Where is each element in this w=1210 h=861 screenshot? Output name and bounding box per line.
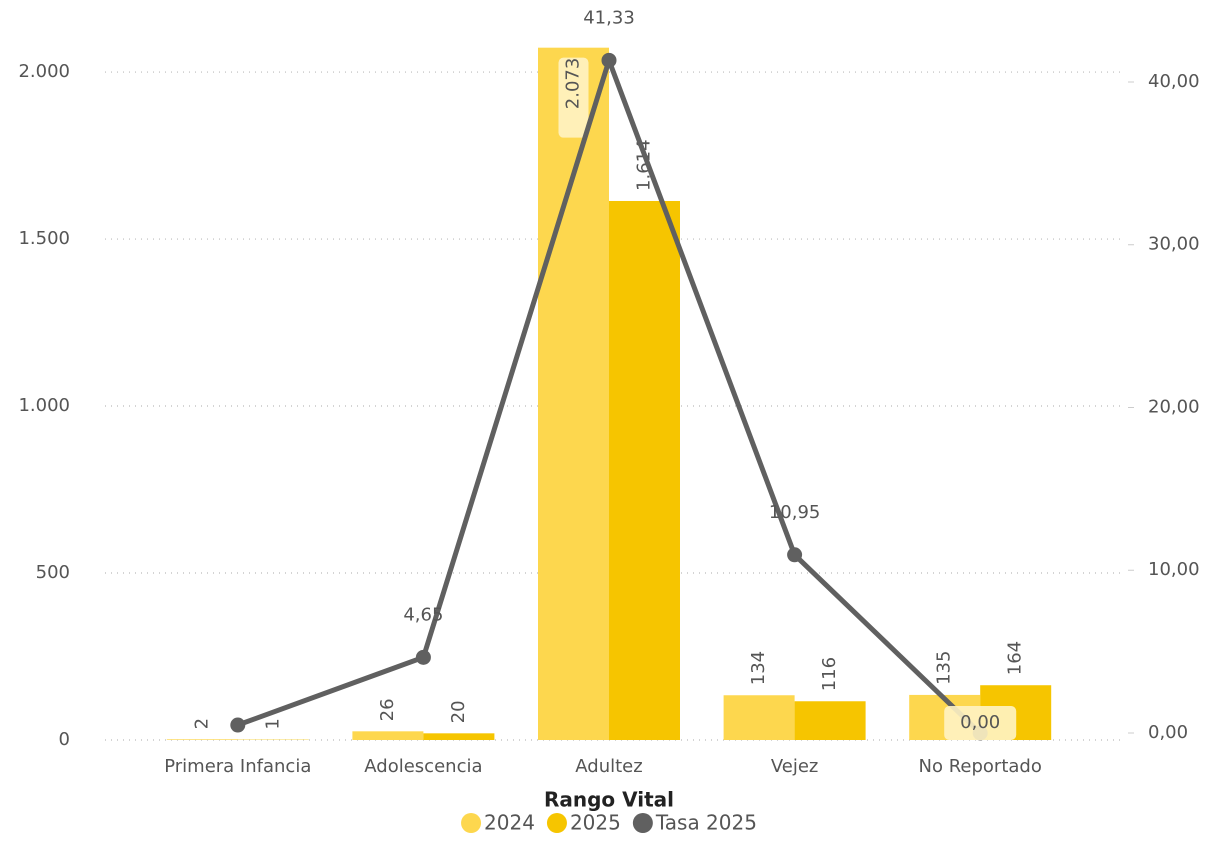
y2-tick-label: 30,00 [1148,234,1200,255]
legend-label: Tasa 2025 [655,811,757,835]
legend-marker [546,813,567,833]
data-label: 10,95 [769,502,821,523]
x-tick-label: No Reportado [919,756,1042,777]
line-marker [601,52,617,68]
legend: 2024 2025 Tasa 2025 [461,811,757,835]
data-label: 134 [748,651,769,685]
legend-label: 2024 [484,811,535,835]
data-label: 2.073 [563,58,584,110]
bar [723,695,795,740]
legend-marker [632,813,653,833]
bar [352,731,424,740]
data-label-bg [944,706,1017,741]
legend-label: 2025 [570,811,621,835]
data-label: 135 [934,651,955,685]
y-tick-label: 500 [36,562,70,583]
data-label: 164 [1005,641,1026,675]
line-marker [415,649,431,665]
y2-tick-label: 20,00 [1148,396,1200,417]
data-label: 4,65 [403,604,443,625]
x-tick-label: Adultez [575,756,642,777]
bar [794,701,866,740]
data-label: 2 [191,718,212,729]
line-marker [787,547,803,563]
y-tick-label: 2.000 [18,61,70,82]
data-label: 1 [262,718,283,729]
bar [166,739,238,740]
legend-marker [461,813,482,833]
x-tick-label: Vejez [771,756,819,777]
y-tick-label: 1.500 [18,228,70,249]
line-marker [230,717,246,733]
data-label: 1.614 [634,139,655,191]
y2-tick-label: 0,00 [1148,722,1188,743]
data-label: 20 [448,700,469,723]
data-label: 41,33 [583,7,635,28]
y2-tick-label: 40,00 [1148,71,1200,92]
bar [538,47,609,741]
data-label: 116 [819,657,840,691]
data-label: 0,00 [960,712,1000,733]
data-label: 26 [377,698,398,721]
bar [423,733,495,740]
y-tick-label: 1.000 [18,395,70,416]
y2-tick-label: 10,00 [1148,559,1200,580]
x-tick-label: Primera Infancia [164,756,311,777]
data-label-bg [558,57,589,138]
x-axis-title: Rango Vital [544,788,674,812]
bar [609,200,680,741]
x-tick-label: Adolescencia [364,756,482,777]
y-tick-label: 0 [59,729,70,750]
